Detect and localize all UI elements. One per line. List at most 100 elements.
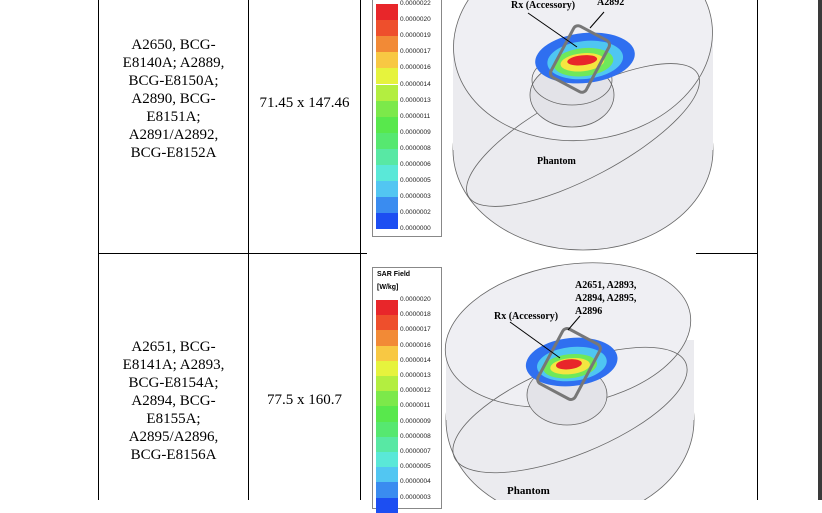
model-line: A2895/A2896, [128,429,219,445]
model-line: BCG-E8154A; [128,375,219,391]
legend-swatch [376,300,398,316]
legend-swatch [376,213,398,230]
legend-value-label: 0.0000017 [400,48,431,56]
model-line: BCG-E8156A [130,447,217,463]
arrow-device [589,11,605,29]
legend-value-label: 0.0000008 [400,432,431,440]
table-border-col3 [360,0,361,500]
legend-value-label: 0.0000020 [400,296,431,303]
legend-swatch [376,406,398,422]
table-border-col2 [248,0,249,500]
legend-value-label: 0.0000006 [400,161,431,168]
phantom-label: Phantom [507,485,550,497]
legend-value-label: 0.0000019 [400,32,431,40]
legend-value-label: 0.0000011 [400,112,431,120]
legend-value-label: 0.0000014 [400,356,431,364]
sar-figure-2: Rx (Accessory) A2651, A2893, A2894, A289… [444,262,695,500]
sar-figure-1: Rx (Accessory) A2892 Phantom [452,0,714,251]
legend-swatch [376,391,398,407]
model-line: E8141A; A2893, [122,357,225,373]
model-line: E8155A; [146,411,201,427]
device-label-line: A2896 [575,306,602,317]
legend-unit: [W/kg] [377,284,399,291]
row1-dimensions: 71.45 x 147.46 [259,95,350,111]
legend-swatch [376,52,398,69]
legend-swatch [376,482,398,498]
device-outline [548,24,612,94]
legend-swatch [376,100,398,117]
legend-value-label: 0.0000011 [400,402,431,410]
legend-swatch [376,36,398,53]
legend-value-label: 0.0000005 [400,177,431,185]
model-line: BCG-E8150A; [128,73,219,89]
device-label-line: A2651, A2893, [575,280,637,291]
arrow-rx [509,321,561,359]
legend-swatch [376,165,398,182]
legend-swatch [376,20,398,37]
legend-value-label: 0.0000004 [400,478,431,486]
legend-value-label: 0.0000020 [400,16,431,24]
model-line: A2650, BCG- [131,37,216,53]
legend-title: SAR Field [377,271,411,278]
arrow-rx [527,12,578,48]
legend-value-label: 0.0000009 [400,417,431,425]
legend-value-label: 0.0000013 [400,96,431,104]
table-border-left [98,0,99,500]
model-line: BCG-E8152A [130,145,217,161]
legend-swatch [376,116,398,133]
legend-value-label: 0.0000002 [400,209,431,217]
row2-dimensions: 77.5 x 160.7 [267,392,342,408]
legend-swatch [376,315,398,331]
sar-legend-2: SAR Field [W/kg] 0.0000020 0.0000018 0.000… [372,267,442,513]
model-line: A2651, BCG- [131,339,216,355]
model-line: A2890, BCG- [131,91,216,107]
legend-swatch [376,4,398,21]
legend-value-label: 0.0000016 [400,341,431,349]
legend-swatch [376,376,398,392]
legend-value-label: 0.0000018 [400,311,431,319]
legend-swatch [376,197,398,214]
model-line: A2894, BCG- [131,393,216,409]
device-label: A2892 [597,0,624,8]
viewer-edge [818,0,822,500]
row2-models: A2651, BCG- E8141A; A2893, BCG-E8154A; A… [99,338,248,464]
legend-swatch [376,68,398,85]
row-divider-right [696,253,758,254]
sar-legend-1: 0.0000022 0.0000020 0.0000019 0.0000017 0.00… [372,0,442,237]
legend-value-label: 0.0000017 [400,326,431,334]
legend-value-label: 0.0000008 [400,144,431,152]
legend-swatch [376,345,398,361]
legend-value-label: 0.0000016 [400,64,431,72]
legend-swatch [376,436,398,452]
model-line: E8140A; A2889, [122,55,225,71]
legend-swatch [376,360,398,376]
arrow-device [567,315,581,331]
legend-value-label: 0.0000013 [400,372,431,379]
row-divider-left [98,253,367,254]
legend-value-label: 0.0000003 [400,493,431,501]
legend-value-label: 0.0000012 [400,387,431,395]
legend-value-label: 0.0000014 [400,80,431,88]
phantom-label: Phantom [537,156,577,167]
legend-value-label: 0.0000007 [400,448,431,455]
table-border-right [757,0,758,500]
legend-swatch [376,421,398,437]
legend-value-label: 0.0000003 [400,193,431,201]
legend-swatch [376,452,398,468]
legend-value-label: 0.0000000 [400,225,431,233]
legend-value-label: 0.0000009 [400,128,431,136]
legend-value-label: 0.0000005 [400,463,431,471]
legend-swatch [376,181,398,198]
legend-swatch [376,148,398,165]
legend-swatch [376,330,398,346]
legend-swatch [376,84,398,101]
model-line: A2891/A2892, [128,127,219,143]
model-line: E8151A; [146,109,201,125]
device-outline [536,327,602,401]
legend-value-label: 0.0000022 [400,0,431,7]
row1-models: A2650, BCG- E8140A; A2889, BCG-E8150A; A… [99,36,248,162]
device-label-line: A2894, A2895, [575,293,637,304]
legend-swatch [376,132,398,149]
legend-swatch [376,467,398,483]
rx-label: Rx (Accessory) [511,0,575,11]
